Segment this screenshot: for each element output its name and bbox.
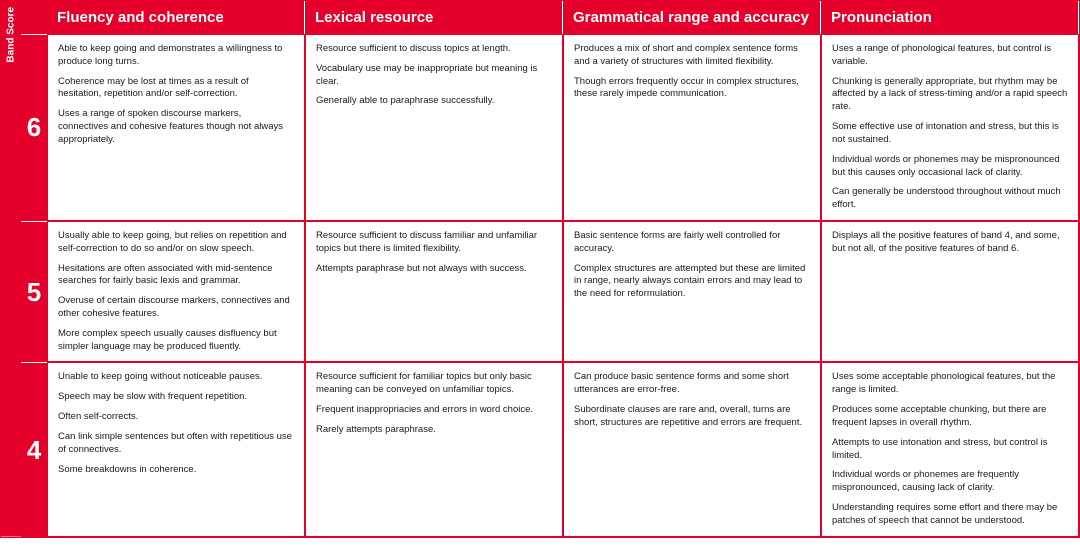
descriptor-text: Attempts paraphrase but not always with … <box>316 263 552 276</box>
descriptor-text: Speech may be slow with frequent repetit… <box>58 391 294 404</box>
descriptor-text: More complex speech usually causes disfl… <box>58 328 294 354</box>
cell-grammar: Can produce basic sentence forms and som… <box>563 362 821 536</box>
band-score-axis-label: Band Score <box>1 1 21 537</box>
descriptor-text: Uses a range of spoken discourse markers… <box>58 108 294 146</box>
header-lexical: Lexical resource <box>305 1 563 34</box>
descriptor-text: Rarely attempts paraphrase. <box>316 424 552 437</box>
descriptor-text: Coherence may be lost at times as a resu… <box>58 76 294 102</box>
descriptor-text: Usually able to keep going, but relies o… <box>58 230 294 256</box>
score-cell: 6 <box>21 34 47 221</box>
descriptor-text: Uses a range of phonological features, b… <box>832 43 1068 69</box>
header-pronunciation: Pronunciation <box>821 1 1079 34</box>
cell-grammar: Produces a mix of short and complex sent… <box>563 34 821 221</box>
descriptor-text: Resource sufficient to discuss topics at… <box>316 43 552 56</box>
descriptor-text: Hesitations are often associated with mi… <box>58 263 294 289</box>
cell-fluency: Able to keep going and demonstrates a wi… <box>47 34 305 221</box>
descriptor-text: Can link simple sentences but often with… <box>58 431 294 457</box>
descriptor-text: Basic sentence forms are fairly well con… <box>574 230 810 256</box>
descriptor-text: Resource sufficient to discuss familiar … <box>316 230 552 256</box>
cell-pronunciation: Uses some acceptable phonological featur… <box>821 362 1079 536</box>
rubric-table: Band Score Fluency and coherence Lexical… <box>0 0 1080 538</box>
score-cell: 4 <box>21 362 47 536</box>
cell-lexical: Resource sufficient to discuss familiar … <box>305 221 563 363</box>
cell-fluency: Usually able to keep going, but relies o… <box>47 221 305 363</box>
descriptor-text: Generally able to paraphrase successfull… <box>316 95 552 108</box>
header-grammar: Grammatical range and accuracy <box>563 1 821 34</box>
descriptor-text: Chunking is generally appropriate, but r… <box>832 76 1068 114</box>
cell-fluency: Unable to keep going without noticeable … <box>47 362 305 536</box>
descriptor-text: Frequent inappropriacies and errors in w… <box>316 404 552 417</box>
descriptor-text: Can generally be understood throughout w… <box>832 186 1068 212</box>
score-cell: 5 <box>21 221 47 363</box>
descriptor-text: Complex structures are attempted but the… <box>574 263 810 301</box>
header-fluency: Fluency and coherence <box>47 1 305 34</box>
descriptor-text: Some effective use of intonation and str… <box>832 121 1068 147</box>
cell-pronunciation: Displays all the positive features of ba… <box>821 221 1079 363</box>
descriptor-text: Unable to keep going without noticeable … <box>58 371 294 384</box>
cell-lexical: Resource sufficient to discuss topics at… <box>305 34 563 221</box>
descriptor-text: Understanding requires some effort and t… <box>832 502 1068 528</box>
cell-pronunciation: Uses a range of phonological features, b… <box>821 34 1079 221</box>
descriptor-text: Overuse of certain discourse markers, co… <box>58 295 294 321</box>
cell-grammar: Basic sentence forms are fairly well con… <box>563 221 821 363</box>
descriptor-text: Often self-corrects. <box>58 411 294 424</box>
descriptor-text: Produces a mix of short and complex sent… <box>574 43 810 69</box>
descriptor-text: Individual words or phonemes may be misp… <box>832 154 1068 180</box>
descriptor-text: Uses some acceptable phonological featur… <box>832 371 1068 397</box>
descriptor-text: Able to keep going and demonstrates a wi… <box>58 43 294 69</box>
descriptor-text: Attempts to use intonation and stress, b… <box>832 437 1068 463</box>
descriptor-text: Some breakdowns in coherence. <box>58 464 294 477</box>
descriptor-text: Produces some acceptable chunking, but t… <box>832 404 1068 430</box>
descriptor-text: Resource sufficient for familiar topics … <box>316 371 552 397</box>
descriptor-text: Though errors frequently occur in comple… <box>574 76 810 102</box>
descriptor-text: Subordinate clauses are rare and, overal… <box>574 404 810 430</box>
cell-lexical: Resource sufficient for familiar topics … <box>305 362 563 536</box>
descriptor-text: Individual words or phonemes are frequen… <box>832 469 1068 495</box>
descriptor-text: Can produce basic sentence forms and som… <box>574 371 810 397</box>
header-spacer <box>21 1 47 34</box>
descriptor-text: Vocabulary use may be inappropriate but … <box>316 63 552 89</box>
descriptor-text: Displays all the positive features of ba… <box>832 230 1068 256</box>
